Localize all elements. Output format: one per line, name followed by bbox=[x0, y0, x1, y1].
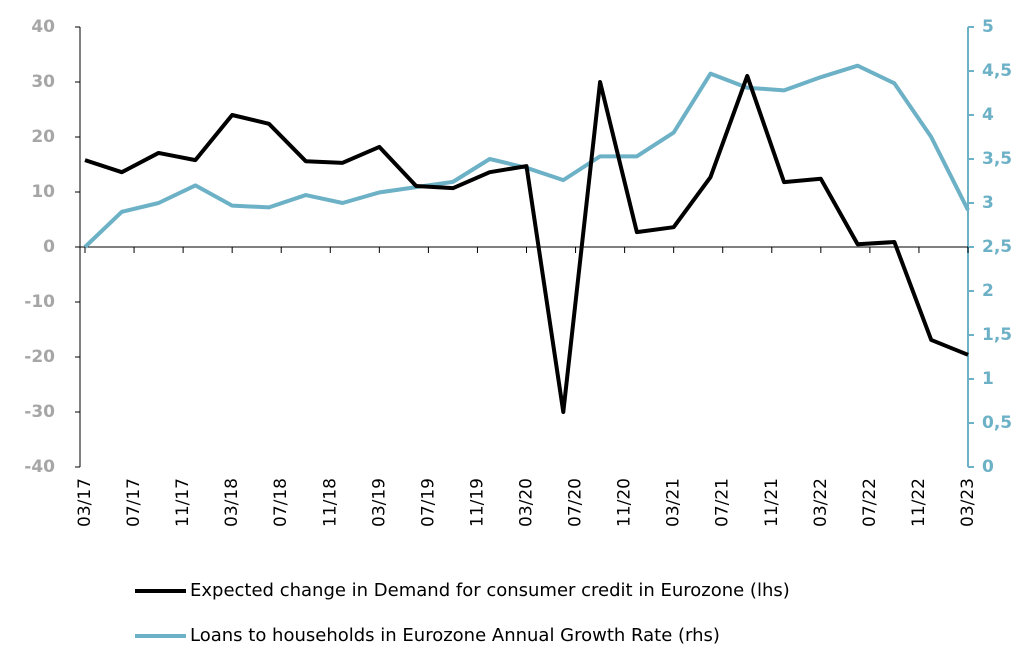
x-tick-label: 03/22 bbox=[811, 478, 831, 527]
y2-tick-label: 2 bbox=[982, 281, 994, 301]
x-tick-label: 03/19 bbox=[369, 478, 389, 527]
y2-tick-label: 1 bbox=[982, 369, 994, 389]
x-tick-label: 07/17 bbox=[124, 478, 144, 527]
y-tick-label: 20 bbox=[31, 127, 55, 147]
y2-tick-label: 3 bbox=[982, 193, 994, 213]
x-tick-label: 11/21 bbox=[762, 478, 782, 527]
legend-label: Expected change in Demand for consumer c… bbox=[190, 580, 790, 601]
x-tick-label: 07/21 bbox=[713, 478, 733, 527]
y-tick-label: 30 bbox=[31, 72, 55, 92]
x-tick-label: 11/17 bbox=[173, 478, 193, 527]
x-tick-label: 03/23 bbox=[958, 478, 978, 527]
x-tick-label: 11/20 bbox=[615, 478, 635, 527]
y2-tick-label: 5 bbox=[982, 17, 994, 37]
y-tick-label: -30 bbox=[24, 402, 55, 422]
y2-tick-label: 2,5 bbox=[982, 237, 1012, 257]
series-line bbox=[84, 73, 969, 414]
x-tick-label: 11/18 bbox=[320, 478, 340, 527]
y-tick-label: 0 bbox=[43, 237, 55, 257]
x-tick-label: 03/21 bbox=[664, 478, 684, 527]
x-tick-label: 11/22 bbox=[909, 478, 929, 527]
y2-tick-label: 1,5 bbox=[982, 325, 1012, 345]
x-tick-label: 03/20 bbox=[517, 478, 537, 527]
x-tick-label: 11/19 bbox=[467, 478, 487, 527]
y-tick-label: 40 bbox=[31, 17, 55, 37]
y2-tick-label: 0,5 bbox=[982, 413, 1012, 433]
x-tick-label: 07/18 bbox=[271, 478, 291, 527]
x-tick-label: 03/18 bbox=[222, 478, 242, 527]
series-line bbox=[83, 63, 970, 249]
y-tick-label: -10 bbox=[24, 292, 55, 312]
y-tick-label: -40 bbox=[24, 457, 55, 477]
x-tick-label: 07/20 bbox=[566, 478, 586, 527]
y-tick-label: 10 bbox=[31, 182, 55, 202]
x-tick-label: 03/17 bbox=[75, 478, 95, 527]
legend-label: Loans to households in Eurozone Annual G… bbox=[190, 625, 720, 646]
y2-tick-label: 0 bbox=[982, 457, 994, 477]
x-tick-label: 07/19 bbox=[418, 478, 438, 527]
y2-tick-label: 4 bbox=[982, 105, 994, 125]
y2-tick-label: 4,5 bbox=[982, 61, 1012, 81]
y2-tick-label: 3,5 bbox=[982, 149, 1012, 169]
y-tick-label: -20 bbox=[24, 347, 55, 367]
x-tick-label: 07/22 bbox=[860, 478, 880, 527]
